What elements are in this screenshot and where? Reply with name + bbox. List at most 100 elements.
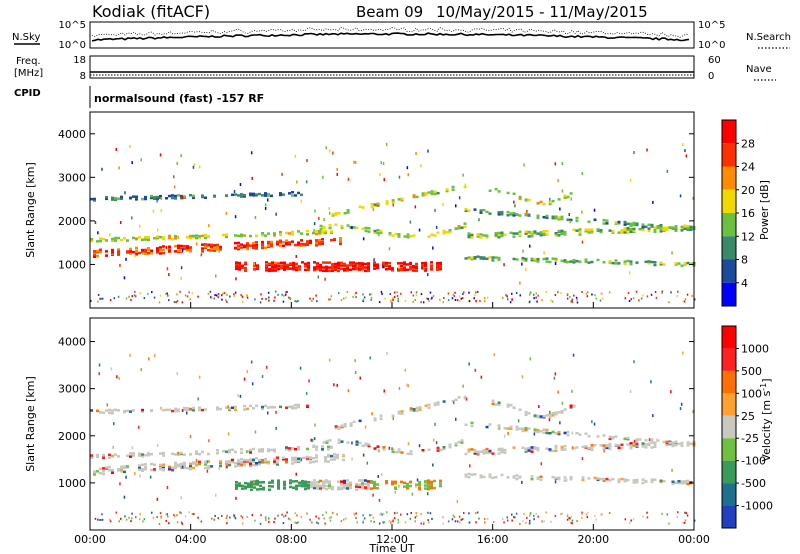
range-gate-cell [328, 269, 331, 273]
range-gate-cell [183, 463, 186, 467]
noise-cell [217, 517, 219, 520]
range-gate-cell [216, 245, 219, 248]
range-gate-cell [632, 223, 636, 227]
range-gate-cell [328, 266, 331, 269]
range-gate-cell [479, 474, 483, 477]
noise-cell [468, 362, 470, 366]
noise-cell [388, 446, 391, 450]
range-gate-cell [313, 482, 316, 485]
range-gate-cell [327, 460, 330, 463]
noise-cell [511, 519, 513, 522]
noise-cell [192, 165, 195, 169]
range-gate-cell [563, 479, 567, 482]
range-gate-cell [427, 406, 431, 410]
range-gate-cell [255, 462, 258, 465]
range-gate-cell [584, 258, 588, 261]
range-gate-cell [162, 236, 165, 239]
noise-cell [684, 511, 686, 514]
range-gate-cell [653, 226, 657, 229]
range-gate-cell [512, 475, 516, 478]
range-gate-cell [457, 396, 461, 399]
range-gate-cell [315, 456, 318, 459]
noise-cell [346, 291, 349, 293]
range-gate-cell [99, 237, 102, 240]
noise-cell [422, 522, 425, 525]
noise-cell [601, 297, 604, 300]
noise-cell [134, 290, 136, 293]
noise-cell [676, 516, 679, 519]
range-gate-cell [340, 224, 344, 228]
noise-cell [423, 267, 425, 271]
range-gate-cell [138, 454, 141, 457]
noise-cell [595, 297, 597, 300]
range-gate-cell [358, 262, 361, 265]
noise-cell [633, 151, 635, 154]
range-gate-cell [454, 442, 458, 445]
noise-cell [427, 492, 429, 496]
noise-cell [410, 512, 412, 514]
noise-cell [528, 514, 531, 517]
range-gate-cell [250, 488, 253, 491]
range-gate-cell [183, 453, 186, 456]
range-gate-cell [572, 261, 576, 264]
noise-cell [407, 384, 409, 388]
range-gate-cell [476, 453, 480, 456]
range-gate-cell [367, 262, 370, 265]
range-gate-cell [280, 261, 283, 265]
range-gate-cell [412, 195, 416, 199]
noise-cell [407, 442, 410, 446]
range-gate-cell [448, 230, 452, 234]
noise-cell [666, 169, 669, 173]
range-gate-cell [349, 424, 353, 427]
range-gate-cell [274, 266, 277, 270]
range-gate-cell [261, 244, 264, 247]
range-gate-cell [427, 484, 430, 487]
noise-cell [317, 275, 320, 279]
noise-cell [233, 515, 236, 518]
range-gate-cell [304, 480, 307, 483]
range-gate-cell [156, 248, 159, 252]
range-gate-cell [264, 459, 267, 463]
range-gate-cell [283, 482, 286, 485]
noise-cell [152, 516, 155, 519]
range-gate-cell [325, 479, 328, 482]
range-gate-cell [243, 193, 246, 197]
range-gate-cell [442, 229, 446, 233]
noise-cell [511, 513, 513, 516]
range-gate-cell [168, 236, 171, 240]
range-gate-cell [575, 219, 579, 223]
noise-cell [176, 372, 178, 375]
range-gate-cell [433, 486, 436, 490]
noise-cell [130, 298, 132, 301]
noise-cell [329, 519, 332, 522]
noise-cell [429, 291, 432, 294]
range-gate-cell [596, 477, 600, 480]
noise-cell [160, 516, 162, 519]
noise-cell [600, 513, 603, 516]
range-gate-cell [346, 264, 349, 267]
noise-cell [431, 296, 433, 299]
range-gate-cell [234, 465, 237, 468]
noise-cell [473, 297, 475, 300]
range-gate-cell [261, 450, 264, 453]
range-gate-cell [482, 452, 486, 455]
range-gate-cell [240, 243, 243, 246]
range-gate-cell [623, 227, 627, 230]
range-gate-cell [464, 473, 468, 476]
noise-cell [192, 513, 195, 516]
range-gate-cell [370, 487, 373, 490]
range-gate-cell [418, 406, 422, 409]
noise-cell [393, 517, 396, 520]
noise-cell [406, 383, 408, 387]
range-gate-cell [268, 481, 271, 484]
range-gate-cell [524, 232, 528, 235]
range-gate-cell [258, 460, 261, 464]
range-gate-cell [686, 479, 690, 483]
range-gate-cell [150, 194, 153, 198]
range-gate-cell [337, 438, 341, 442]
noise-cell [180, 512, 182, 515]
noise-cell [188, 290, 190, 293]
noise-cell [226, 514, 228, 517]
colorbar-segment [722, 213, 736, 237]
noise-cell [506, 295, 508, 298]
